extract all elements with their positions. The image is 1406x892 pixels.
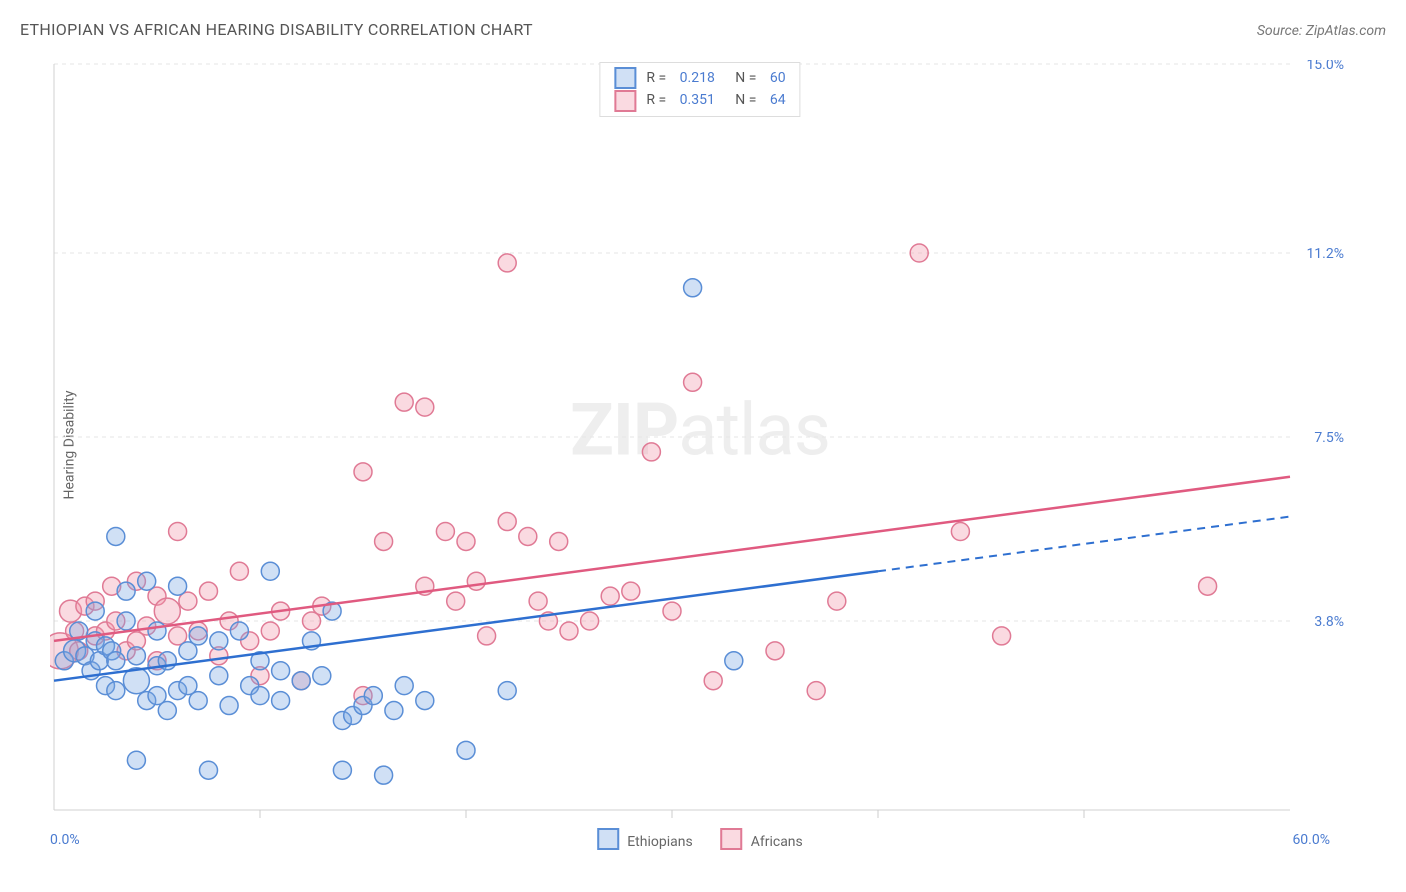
correlation-legend: R = 0.218 N = 60 R = 0.351 N = 64: [599, 62, 800, 117]
n-label: N =: [725, 67, 760, 89]
svg-text:3.8%: 3.8%: [1314, 614, 1344, 630]
n-value: 64: [770, 89, 786, 111]
legend-swatch-icon: [597, 828, 619, 850]
n-label: N =: [725, 89, 760, 111]
legend-swatch-ethiopians: [614, 67, 636, 89]
legend-item-africans: Africans: [721, 828, 803, 850]
source-label: Source: ZipAtlas.com: [1257, 23, 1386, 39]
x-min-label: 0.0%: [50, 832, 80, 848]
legend-swatch-africans: [614, 90, 636, 112]
page-title: ETHIOPIAN VS AFRICAN HEARING DISABILITY …: [20, 20, 533, 39]
svg-text:11.2%: 11.2%: [1306, 246, 1344, 262]
svg-text:15.0%: 15.0%: [1306, 60, 1344, 73]
legend-label: Africans: [751, 834, 803, 850]
chart-header: ETHIOPIAN VS AFRICAN HEARING DISABILITY …: [20, 20, 1386, 39]
svg-text:7.5%: 7.5%: [1314, 430, 1344, 446]
series-legend: Ethiopians Africans: [597, 828, 803, 850]
legend-swatch-icon: [721, 828, 743, 850]
r-label: R =: [646, 67, 669, 89]
n-value: 60: [770, 67, 786, 89]
r-value: 0.218: [680, 67, 715, 89]
plot-area: Hearing Disability ZIPatlas 3.8%7.5%11.2…: [50, 60, 1350, 830]
r-label: R =: [646, 89, 669, 111]
scatter-plot: 3.8% 7.5% 11.2% 15.0%: [50, 60, 1350, 830]
legend-row-1: R = 0.218 N = 60: [614, 67, 785, 89]
x-max-label: 60.0%: [1292, 832, 1330, 848]
legend-label: Ethiopians: [627, 834, 692, 850]
r-value: 0.351: [680, 89, 715, 111]
legend-row-2: R = 0.351 N = 64: [614, 89, 785, 111]
legend-item-ethiopians: Ethiopians: [597, 828, 692, 850]
